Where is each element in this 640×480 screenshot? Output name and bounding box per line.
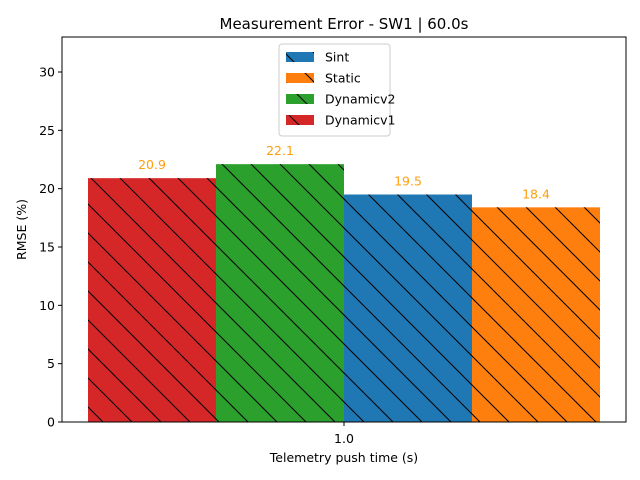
- y-axis-label: RMSE (%): [14, 199, 29, 260]
- y-tick-label: 0: [47, 415, 55, 430]
- legend-label-dynamicv1: Dynamicv1: [325, 113, 395, 128]
- value-labels-group: 20.9 22.1 19.5 18.4: [138, 143, 550, 201]
- x-axis-label: Telemetry push time (s): [269, 450, 418, 465]
- bar-hatch-dynamicv2: [216, 164, 344, 422]
- y-tick-label: 25: [39, 123, 55, 138]
- y-tick-label: 15: [39, 240, 55, 255]
- chart-title: Measurement Error - SW1 | 60.0s: [220, 15, 469, 33]
- legend-label-sint: Sint: [325, 50, 349, 65]
- y-tick-label: 30: [39, 65, 55, 80]
- legend-label-static: Static: [325, 71, 361, 86]
- y-tick-label: 10: [39, 298, 55, 313]
- bar-value-label-dynamicv2: 22.1: [266, 143, 294, 158]
- x-tick-label: 1.0: [334, 431, 354, 446]
- legend-swatch-hatch-dynamicv2: [286, 94, 314, 104]
- bar-hatch-static: [472, 207, 600, 422]
- bar-value-label-static: 18.4: [522, 186, 550, 201]
- legend-swatch-hatch-dynamicv1: [286, 115, 314, 125]
- legend-swatch-hatch-static: [286, 73, 314, 83]
- legend-box: [278, 43, 391, 137]
- legend-label-dynamicv2: Dynamicv2: [325, 92, 395, 107]
- bar-hatch-sint: [344, 194, 472, 422]
- bar-hatch-dynamicv1: [88, 178, 216, 422]
- y-tick-label: 20: [39, 181, 55, 196]
- legend-swatch-hatch-sint: [286, 52, 314, 62]
- y-axis-ticks: 0 5 10 15 20 25 30: [39, 65, 62, 430]
- x-axis-ticks: 1.0: [334, 422, 354, 446]
- bars-group: [88, 164, 600, 422]
- legend: Sint Static Dynamicv2 Dynamicv1: [278, 43, 395, 137]
- bar-value-label-sint: 19.5: [394, 174, 422, 189]
- bar-value-label-dynamicv1: 20.9: [138, 157, 166, 172]
- y-tick-label: 5: [47, 356, 55, 371]
